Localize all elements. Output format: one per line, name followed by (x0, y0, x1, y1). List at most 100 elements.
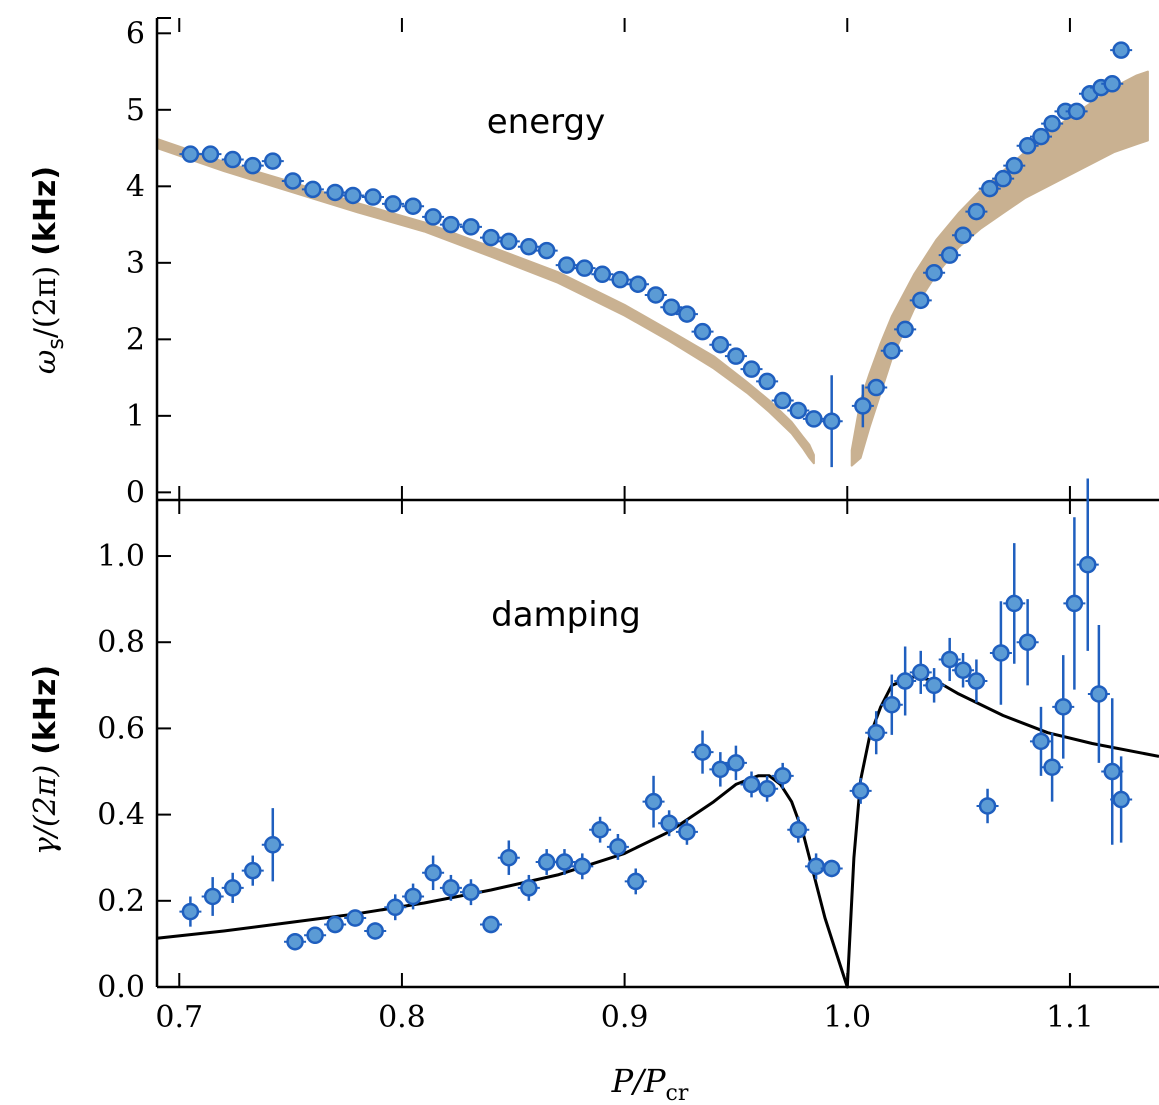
damping-point (482, 915, 500, 934)
damping-point (626, 872, 645, 891)
damping-ytick-label: 0.2 (97, 884, 145, 919)
energy-panel: 0 1 2 3 4 5 6 energy ωs/(2π)(kHz) (28, 16, 1159, 510)
damping-point (203, 887, 222, 906)
energy-point (424, 208, 442, 226)
energy-point (482, 228, 500, 247)
energy-point (611, 270, 629, 289)
damping-point (591, 820, 609, 839)
damping-point (346, 909, 364, 927)
damping-point (1112, 790, 1130, 809)
energy-point (758, 372, 776, 391)
xtick-label: 1.1 (1046, 1000, 1094, 1035)
damping-point (758, 780, 776, 798)
damping-point (609, 838, 627, 856)
damping-point (940, 650, 959, 669)
energy-point (1112, 41, 1130, 59)
energy-point (557, 256, 576, 274)
damping-point (537, 853, 556, 871)
energy-point (896, 320, 914, 339)
energy-point (629, 275, 647, 293)
energy-point (867, 378, 885, 397)
energy-point (711, 335, 730, 354)
energy-ytick-label: 3 (126, 246, 145, 281)
energy-ylabel: ωs/(2π)(kHz) (28, 166, 69, 374)
damping-point (223, 879, 242, 897)
damping-point (967, 672, 986, 690)
damping-point (883, 695, 901, 714)
energy-ytick-label: 2 (126, 322, 145, 357)
damping-point (822, 859, 841, 878)
energy-point (575, 259, 594, 277)
energy-point (967, 202, 986, 221)
x-axis-label: P/Pcr (611, 1062, 689, 1105)
damping-point (520, 879, 538, 897)
energy-point (593, 265, 612, 284)
energy-point (364, 188, 382, 206)
energy-point (1018, 137, 1037, 155)
damping-point (1065, 594, 1084, 613)
energy-point (243, 156, 262, 175)
energy-point (854, 397, 872, 415)
damping-point (404, 887, 422, 906)
energy-point (223, 150, 242, 169)
energy-point (822, 412, 841, 430)
energy-point (462, 218, 480, 236)
energy-ytick-label: 5 (126, 93, 145, 128)
energy-data-points (179, 41, 1133, 468)
damping-point (773, 767, 792, 785)
damping-point (896, 672, 914, 690)
energy-point (789, 401, 808, 420)
energy-point (911, 291, 930, 310)
energy-point (264, 152, 282, 170)
energy-point (284, 172, 302, 190)
theory-curve (156, 675, 1159, 989)
energy-ytick-label: 0 (126, 475, 145, 510)
energy-point (940, 246, 959, 264)
energy-point (537, 241, 556, 260)
energy-ytick-label: 6 (126, 16, 145, 51)
energy-point (1032, 127, 1050, 146)
damping-point (911, 663, 930, 682)
damping-point (264, 836, 282, 854)
energy-point (304, 180, 322, 199)
damping-point (1090, 685, 1108, 703)
energy-point (442, 215, 460, 234)
energy-axes: 0 1 2 3 4 5 6 (126, 16, 1159, 510)
damping-point (1018, 633, 1037, 651)
energy-point (500, 232, 518, 251)
energy-ytick-label: 1 (126, 399, 145, 434)
damping-point (660, 814, 678, 832)
energy-point (181, 145, 200, 163)
energy-point (201, 145, 220, 163)
energy-point (326, 183, 344, 202)
damping-point (1078, 555, 1097, 574)
energy-point (773, 391, 792, 410)
energy-point (1103, 75, 1121, 93)
damping-theory-line (156, 675, 1159, 989)
xtick-label: 0.7 (155, 1000, 203, 1035)
energy-annotation: energy (487, 102, 605, 142)
energy-point (883, 342, 901, 360)
damping-annotation: damping (491, 595, 641, 635)
damping-ytick-label: 0.6 (97, 711, 145, 746)
damping-point (1054, 698, 1073, 716)
energy-point (647, 286, 665, 304)
energy-point (384, 195, 402, 213)
damping-point (1032, 732, 1050, 751)
damping-point (644, 792, 663, 811)
damping-point (462, 883, 480, 901)
damping-point (693, 743, 712, 761)
theory-band-right (850, 70, 1149, 467)
energy-point (1005, 156, 1024, 175)
damping-axes: 0.0 0.2 0.4 0.6 0.8 1.0 0.7 0.8 0.9 1.0 1.1 (97, 500, 1159, 1035)
damping-panel: 0.0 0.2 0.4 0.6 0.8 1.0 0.7 0.8 0.9 1.0 1.1 dampin… (28, 478, 1159, 1105)
damping-data-points (179, 478, 1133, 951)
energy-point (1067, 102, 1086, 121)
damping-point (573, 857, 592, 876)
damping-ylabel: γ/(2π)(kHz) (28, 665, 63, 855)
damping-point (1103, 762, 1121, 781)
damping-point (954, 661, 972, 679)
energy-point (981, 179, 999, 198)
energy-ytick-label: 4 (126, 169, 145, 204)
